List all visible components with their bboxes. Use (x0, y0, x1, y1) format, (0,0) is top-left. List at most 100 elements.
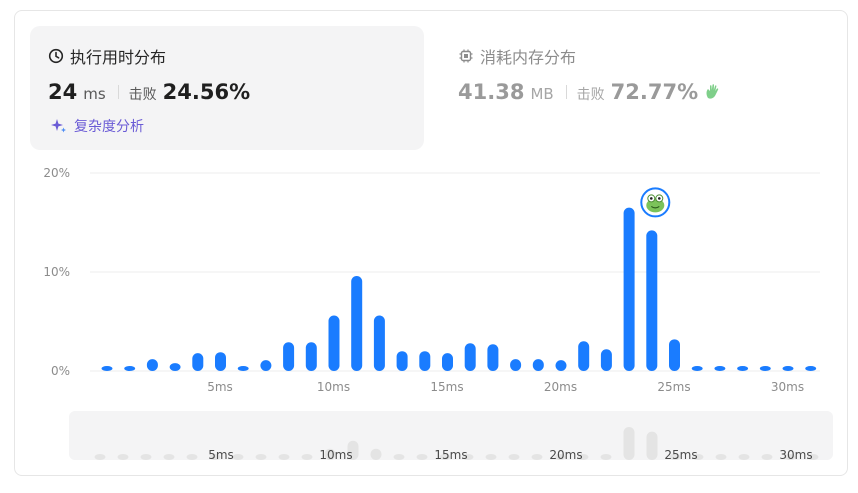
bar (192, 353, 204, 371)
runtime-value: 24 (48, 80, 78, 104)
bar (283, 342, 295, 371)
overview-bar (393, 454, 405, 460)
overview-bar (462, 454, 474, 460)
clap-icon (706, 84, 719, 99)
overview-bar (577, 454, 589, 460)
memory-card[interactable]: 消耗内存分布 41.38 MB 击败 72.77% (440, 26, 834, 150)
overview-strip (69, 411, 833, 460)
bar (215, 352, 226, 371)
frog-pupil (650, 197, 653, 200)
overview-bar (278, 454, 290, 460)
x-tick-label: 25ms (657, 380, 690, 394)
bar (714, 366, 726, 371)
overview-bar (761, 454, 773, 460)
x-tick-label: 15ms (430, 380, 463, 394)
bar (487, 344, 499, 371)
bar (669, 339, 680, 371)
bar (623, 207, 635, 371)
overview-bar (738, 454, 750, 460)
overview-bar (324, 448, 336, 460)
overview-bar (784, 454, 796, 460)
overview-tick-label: 25ms (664, 448, 697, 462)
chart-svg: 0% 10% 20% 5ms 10ms 15ms 20ms 25ms 30ms 5ms 10ms 1… (43, 166, 833, 462)
runtime-unit: ms (83, 85, 106, 103)
memory-beat-value: 72.77% (610, 80, 699, 104)
overview-bar (186, 454, 198, 460)
y-tick-label: 20% (43, 166, 70, 180)
overview-bar (140, 454, 152, 460)
overview-bar (531, 454, 543, 460)
bar (260, 360, 272, 371)
runtime-title-text: 执行用时分布 (70, 48, 167, 67)
bar (373, 315, 385, 371)
y-tick-label: 10% (43, 265, 70, 279)
x-tick-label: 20ms (544, 380, 577, 394)
bar (782, 366, 794, 371)
bar (737, 366, 749, 371)
memory-metric: 41.38 MB 击败 72.77% (458, 80, 723, 104)
overview-bar (347, 440, 359, 460)
runtime-card[interactable]: 执行用时分布 24 ms 击败 24.56% 复杂度分析 (30, 26, 424, 150)
overview-tick-label: 20ms (549, 448, 582, 462)
bar (351, 275, 363, 371)
bar (237, 366, 249, 371)
overview-bar (807, 454, 819, 460)
overview-tick-label: 30ms (779, 448, 812, 462)
overview-tick-label: 10ms (319, 448, 352, 462)
overview-bar (646, 431, 658, 460)
y-tick-label: 0% (51, 364, 70, 378)
chip-icon (459, 49, 473, 63)
bar (419, 351, 431, 371)
overview-bar (370, 448, 382, 460)
bar (691, 366, 703, 371)
overview-bar (209, 454, 221, 460)
bar (578, 341, 590, 371)
avatar (640, 187, 671, 218)
x-tick-label: 10ms (317, 380, 350, 394)
complexity-analysis-label: 复杂度分析 (74, 119, 144, 135)
runtime-title: 执行用时分布 (48, 44, 166, 68)
runtime-beat-label: 击败 (128, 87, 157, 103)
memory-value: 41.38 (458, 80, 525, 104)
bar (510, 359, 522, 371)
bar (464, 343, 476, 371)
bar (759, 366, 771, 371)
runtime-distribution-chart: 0% 10% 20% 5ms 10ms 15ms 20ms 25ms 30ms 5ms 10ms 1… (0, 160, 858, 489)
runtime-metric: 24 ms 击败 24.56% (48, 80, 250, 104)
divider (117, 85, 119, 99)
bar (442, 353, 453, 371)
runtime-beat-value: 24.56% (162, 80, 251, 104)
overview-bar (94, 454, 106, 460)
bar (532, 359, 544, 371)
bar (646, 230, 658, 371)
overview-bar (623, 427, 635, 460)
clock-icon (48, 48, 64, 64)
overview-bar (485, 454, 497, 460)
bar (169, 363, 181, 371)
bar (328, 315, 340, 371)
overview-bar (508, 454, 520, 460)
overview-tick-label: 5ms (208, 448, 234, 462)
bar (600, 349, 612, 371)
memory-unit: MB (530, 85, 554, 103)
x-tick-label: 30ms (771, 380, 804, 394)
overview-bar (600, 454, 612, 460)
overview-bar (163, 454, 175, 460)
bar (101, 366, 113, 371)
divider (565, 85, 567, 99)
bar (396, 351, 408, 371)
memory-title-text: 消耗内存分布 (480, 48, 577, 67)
overview-bar (301, 454, 313, 460)
overview-bar (439, 454, 451, 460)
overview-bar (416, 454, 428, 460)
overview-bar (232, 454, 244, 460)
bar (146, 359, 158, 371)
frog-mouth (650, 205, 660, 209)
overview-tick-label: 15ms (434, 448, 467, 462)
memory-title: 消耗内存分布 (458, 44, 576, 68)
bar (555, 360, 567, 371)
complexity-analysis-link[interactable]: 复杂度分析 (50, 116, 144, 136)
bar (124, 366, 136, 371)
overview-bar (715, 454, 727, 460)
x-tick-label: 5ms (207, 380, 233, 394)
